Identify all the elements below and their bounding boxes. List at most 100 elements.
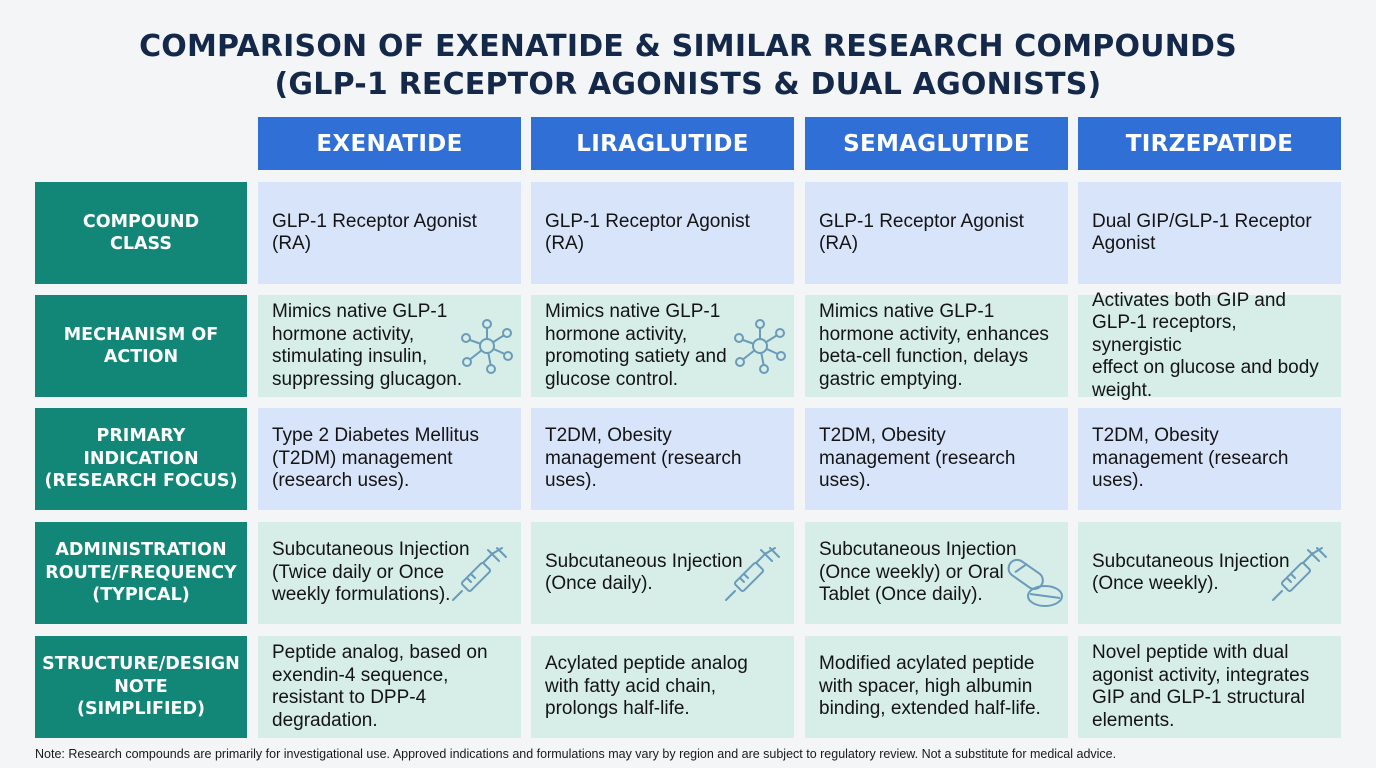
- text-line: Agonist: [1092, 233, 1156, 254]
- text-line: ADMINISTRATION: [55, 540, 227, 561]
- text-line: management (research: [1092, 447, 1289, 469]
- cell-text: Mimics native GLP-1 hormone activity, enh…: [819, 301, 1049, 391]
- text-line: hormone activity,: [272, 323, 415, 345]
- cell-text: Dual GIP/GLP-1 Receptor Agonist: [1092, 211, 1312, 256]
- text-line: Acylated peptide analog: [545, 653, 748, 675]
- text-line: COMPOUND: [82, 211, 200, 232]
- table-cell: Subcutaneous Injection (Once weekly).: [1078, 522, 1341, 624]
- row-header: MECHANISM OF ACTION: [35, 295, 247, 397]
- table-cell: T2DM, Obesity management (research uses).: [805, 408, 1068, 510]
- text-line: uses).: [819, 470, 871, 492]
- text-line: GLP-1 Receptor Agonist: [272, 210, 477, 232]
- capsule-tablet-icon: [1003, 552, 1065, 621]
- text-line: promoting satiety and: [545, 346, 727, 367]
- cell-text: Activates both GIP and GLP-1 receptors, s…: [1092, 290, 1329, 403]
- title-line-1: COMPARISON OF EXENATIDE & SIMILAR RESEAR…: [139, 29, 1237, 64]
- text-line: GIP and GLP-1 structural: [1092, 687, 1305, 708]
- text-line: (RA): [272, 233, 312, 254]
- text-line: Mimics native GLP-1: [545, 301, 721, 322]
- text-line: elements.: [1092, 709, 1175, 731]
- text-line: prolongs half-life.: [545, 698, 690, 720]
- table-cell: Type 2 Diabetes Mellitus (T2DM) managemen…: [258, 408, 521, 510]
- row-header: ADMINISTRATION ROUTE/FREQUENCY (TYPICAL): [35, 522, 247, 624]
- text-line: Peptide analog, based on: [272, 642, 488, 663]
- molecule-network-icon: [458, 317, 516, 382]
- table-cell: T2DM, Obesity management (research uses).: [531, 408, 794, 510]
- column-header-exenatide: EXENATIDE: [258, 117, 521, 170]
- text-line: Subcutaneous Injection: [272, 539, 470, 561]
- text-line: MECHANISM OF: [63, 324, 219, 345]
- table-cell: GLP-1 Receptor Agonist (RA): [531, 182, 794, 284]
- footnote: Note: Research compounds are primarily f…: [35, 747, 1117, 761]
- cell-text: Mimics native GLP-1 hormone activity, stim…: [272, 301, 462, 391]
- cell-text: GLP-1 Receptor Agonist (RA): [545, 211, 750, 256]
- text-line: gastric emptying.: [819, 368, 963, 390]
- text-line: T2DM, Obesity: [819, 425, 946, 447]
- row-header: PRIMARY INDICATION (RESEARCH FOCUS): [35, 408, 247, 510]
- cell-text: Subcutaneous Injection (Once daily).: [545, 551, 743, 596]
- table-cell: Peptide analog, based on exendin-4 sequen…: [258, 636, 521, 738]
- table-cell: Subcutaneous Injection (Once weekly) or O…: [805, 522, 1068, 624]
- text-line: exendin-4 sequence,: [272, 664, 449, 686]
- text-line: weekly formulations).: [272, 584, 451, 606]
- text-line: Mimics native GLP-1: [819, 301, 995, 322]
- text-line: uses).: [1092, 470, 1144, 492]
- text-line: effect on glucose and body: [1092, 357, 1319, 379]
- cell-text: Novel peptide with dual agonist activity,…: [1092, 642, 1309, 732]
- text-line: STRUCTURE/DESIGN: [42, 654, 240, 675]
- row-header: STRUCTURE/DESIGN NOTE (SIMPLIFIED): [35, 636, 247, 738]
- syringe-icon: [723, 544, 785, 613]
- cell-text: Type 2 Diabetes Mellitus (T2DM) managemen…: [272, 425, 479, 493]
- text-line: (RA): [819, 233, 859, 254]
- column-header-liraglutide: LIRAGLUTIDE: [531, 117, 794, 170]
- table-cell: T2DM, Obesity management (research uses).: [1078, 408, 1341, 510]
- text-line: binding, extended half-life.: [819, 698, 1041, 720]
- text-line: (RESEARCH FOCUS): [44, 471, 238, 492]
- text-line: suppressing glucagon.: [272, 368, 463, 390]
- text-line: (Twice daily or Once: [272, 561, 445, 583]
- text-line: Mimics native GLP-1: [272, 301, 448, 322]
- text-line: Activates both GIP and: [1092, 289, 1286, 311]
- text-line: resistant to DPP-4: [272, 687, 427, 708]
- cell-text: Subcutaneous Injection (Once weekly).: [1092, 551, 1290, 596]
- text-line: Type 2 Diabetes Mellitus: [272, 425, 479, 447]
- cell-text: T2DM, Obesity management (research uses).: [545, 425, 741, 493]
- cell-text: Subcutaneous Injection (Twice daily or On…: [272, 539, 470, 607]
- text-line: Dual GIP/GLP-1 Receptor: [1092, 210, 1312, 232]
- text-line: Tablet (Once daily).: [819, 584, 983, 606]
- text-line: PRIMARY: [96, 426, 186, 447]
- text-line: uses).: [545, 470, 597, 492]
- text-line: Subcutaneous Injection: [819, 539, 1017, 561]
- column-header-tirzepatide: TIRZEPATIDE: [1078, 117, 1341, 170]
- title-line-2: (GLP-1 RECEPTOR AGONISTS & DUAL AGONISTS…: [274, 67, 1102, 102]
- text-line: (Once weekly) or Oral: [819, 561, 1004, 583]
- text-line: Subcutaneous Injection: [1092, 550, 1290, 572]
- text-line: (SIMPLIFIED): [77, 699, 205, 720]
- text-line: ACTION: [103, 347, 179, 367]
- text-line: (Once weekly).: [1092, 573, 1219, 594]
- table-cell: Dual GIP/GLP-1 Receptor Agonist: [1078, 182, 1341, 284]
- text-line: GLP-1 Receptor Agonist: [545, 210, 750, 232]
- row-header: COMPOUND CLASS: [35, 182, 247, 284]
- text-line: weight.: [1092, 379, 1153, 401]
- cell-text: T2DM, Obesity management (research uses).: [1092, 425, 1288, 493]
- table-cell: Acylated peptide analog with fatty acid c…: [531, 636, 794, 738]
- text-line: (Once daily).: [545, 573, 653, 594]
- text-line: with fatty acid chain,: [545, 675, 717, 697]
- text-line: (RA): [545, 233, 585, 254]
- cell-text: T2DM, Obesity management (research uses).: [819, 425, 1015, 493]
- text-line: Novel peptide with dual: [1092, 642, 1289, 663]
- text-line: glucose control.: [545, 368, 679, 390]
- text-line: hormone activity,: [545, 323, 688, 345]
- cell-text: GLP-1 Receptor Agonist (RA): [272, 211, 477, 256]
- text-line: T2DM, Obesity: [545, 425, 672, 447]
- text-line: NOTE: [114, 676, 168, 697]
- text-line: (TYPICAL): [92, 585, 190, 606]
- text-line: management (research: [545, 447, 742, 469]
- text-line: GLP-1 receptors, synergistic: [1092, 312, 1237, 356]
- text-line: CLASS: [110, 234, 172, 254]
- table-cell: Subcutaneous Injection (Twice daily or On…: [258, 522, 521, 624]
- text-line: Subcutaneous Injection: [545, 550, 743, 572]
- syringe-icon: [1270, 544, 1332, 613]
- cell-text: Mimics native GLP-1 hormone activity, prom…: [545, 301, 727, 391]
